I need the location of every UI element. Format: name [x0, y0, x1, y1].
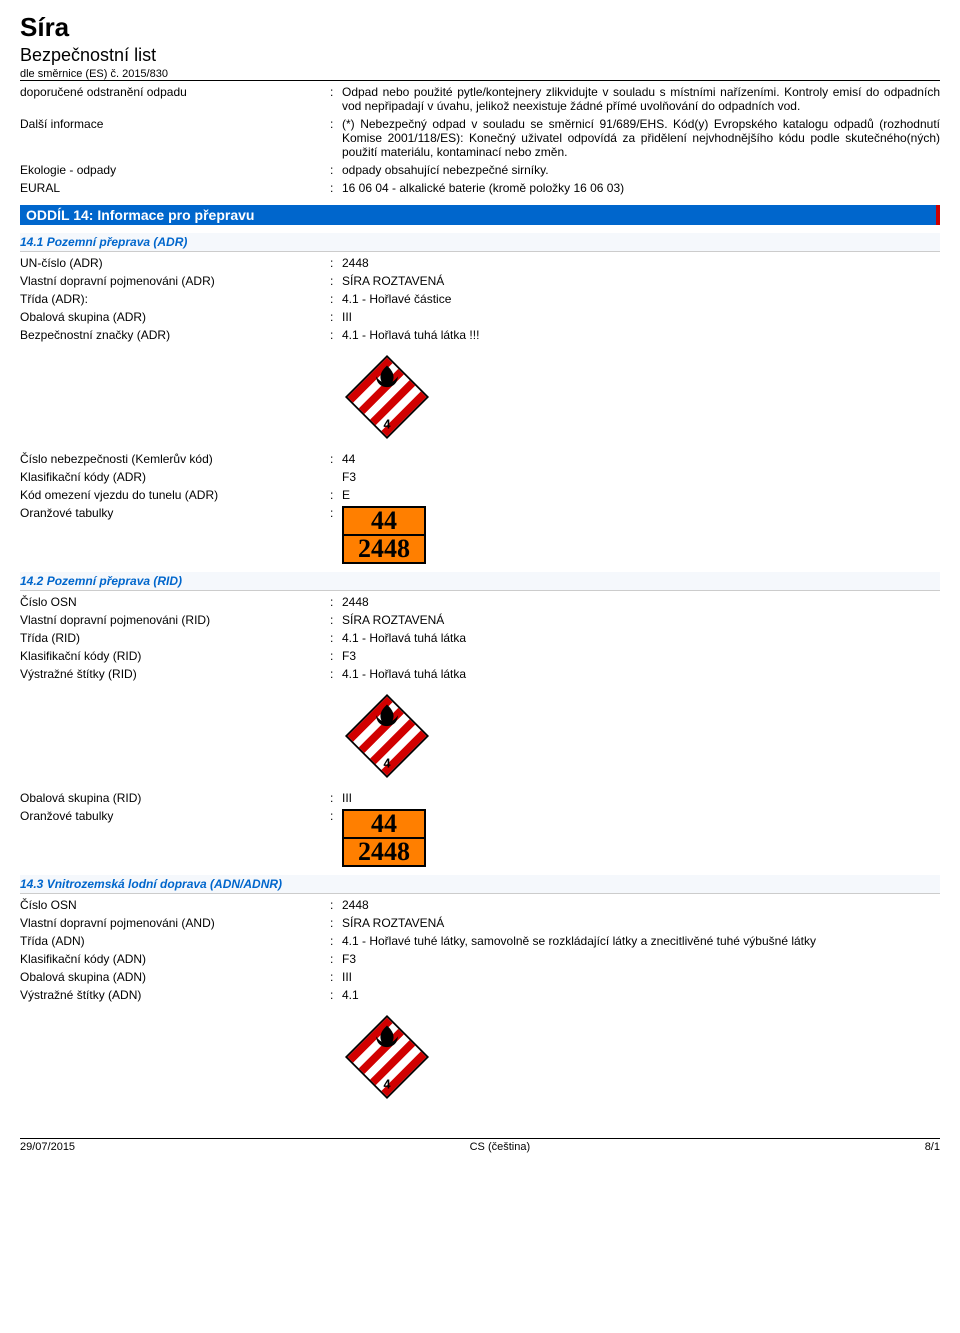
- kv-row: doporučené odstranění odpadu:Odpad nebo …: [20, 85, 940, 113]
- kv-value: 16 06 04 - alkalické baterie (kromě polo…: [342, 181, 940, 195]
- kv-value: 4.1 - Hořlavé tuhé látky, samovolně se r…: [342, 934, 940, 948]
- kv-label: Výstražné štítky (ADN): [20, 988, 330, 1002]
- kv-value: 2448: [342, 256, 940, 270]
- kv-label: Třída (ADN): [20, 934, 330, 948]
- kv-value: odpady obsahující nebezpečné sirníky.: [342, 163, 940, 177]
- kv-row: Obalová skupina (RID):III: [20, 791, 940, 805]
- page-subtitle: Bezpečnostní list: [20, 45, 940, 66]
- kv-row: Číslo nebezpečnosti (Kemlerův kód):44: [20, 452, 940, 466]
- kv-value: 4.1 - Hořlavá tuhá látka !!!: [342, 328, 940, 342]
- kv-value: 2448: [342, 898, 940, 912]
- footer-date: 29/07/2015: [20, 1141, 75, 1153]
- orange-plate-label-adr: Oranžové tabulky: [20, 506, 330, 520]
- page-footer: 29/07/2015 CS (čeština) 8/1: [20, 1138, 940, 1153]
- kv-value: III: [342, 791, 940, 805]
- kv-value: III: [342, 310, 940, 324]
- disposal-block: doporučené odstranění odpadu:Odpad nebo …: [20, 85, 940, 195]
- kv-value: F3: [342, 952, 940, 966]
- kv-label: Výstražné štítky (RID): [20, 667, 330, 681]
- kv-row: Vlastní dopravní pojmenováni (RID):SÍRA …: [20, 613, 940, 627]
- subsection-14-2: 14.2 Pozemní přeprava (RID): [20, 572, 940, 591]
- svg-text:4: 4: [383, 757, 390, 771]
- kv-label: Obalová skupina (RID): [20, 791, 330, 805]
- kv-row: Číslo OSN:2448: [20, 898, 940, 912]
- regulation-line: dle směrnice (ES) č. 2015/830: [20, 68, 940, 81]
- kv-row: Vlastní dopravní pojmenováni (ADR):SÍRA …: [20, 274, 940, 288]
- svg-text:4: 4: [383, 1078, 390, 1092]
- kv-label: EURAL: [20, 181, 330, 195]
- kv-label: Kód omezení vjezdu do tunelu (ADR): [20, 488, 330, 502]
- kv-row: Třída (ADN):4.1 - Hořlavé tuhé látky, sa…: [20, 934, 940, 948]
- kv-row: Třída (ADR)::4.1 - Hořlavé částice: [20, 292, 940, 306]
- kv-row: Klasifikační kódy (ADN):F3: [20, 952, 940, 966]
- kv-label: UN-číslo (ADR): [20, 256, 330, 270]
- kv-row: Klasifikační kódy (RID):F3: [20, 649, 940, 663]
- kv-label: Vlastní dopravní pojmenováni (ADR): [20, 274, 330, 288]
- kv-value: SÍRA ROZTAVENÁ: [342, 916, 940, 930]
- kv-row: Bezpečnostní značky (ADR):4.1 - Hořlavá …: [20, 328, 940, 342]
- rid-rows2: Obalová skupina (RID):III: [20, 791, 940, 805]
- kv-value: 44: [342, 452, 940, 466]
- kv-row: Výstražné štítky (RID):4.1 - Hořlavá tuh…: [20, 667, 940, 681]
- kv-label: Třída (RID): [20, 631, 330, 645]
- kv-value: III: [342, 970, 940, 984]
- kv-label: Třída (ADR):: [20, 292, 330, 306]
- kv-value: (*) Nebezpečný odpad v souladu se směrni…: [342, 117, 940, 159]
- kv-label: doporučené odstranění odpadu: [20, 85, 330, 99]
- kv-row: Obalová skupina (ADR):III: [20, 310, 940, 324]
- kv-row: Výstražné štítky (ADN):4.1: [20, 988, 940, 1002]
- adn-rows: Číslo OSN:2448 Vlastní dopravní pojmenová…: [20, 898, 940, 1002]
- kv-row: Další informace:(*) Nebezpečný odpad v s…: [20, 117, 940, 159]
- adr-rows2: Číslo nebezpečnosti (Kemlerův kód):44 Kla…: [20, 452, 940, 502]
- kv-label: Číslo nebezpečnosti (Kemlerův kód): [20, 452, 330, 466]
- kv-label: Číslo OSN: [20, 898, 330, 912]
- kv-label: Ekologie - odpady: [20, 163, 330, 177]
- kv-label: Bezpečnostní značky (ADR): [20, 328, 330, 342]
- kv-value: 2448: [342, 595, 940, 609]
- kv-label: Číslo OSN: [20, 595, 330, 609]
- hazard-diamond-rid: 4: [342, 691, 432, 781]
- kv-value: SÍRA ROZTAVENÁ: [342, 613, 940, 627]
- kv-value: 4.1 - Hořlavé částice: [342, 292, 940, 306]
- kv-value: Odpad nebo použité pytle/kontejnery zlik…: [342, 85, 940, 113]
- svg-text:4: 4: [383, 418, 390, 432]
- kv-value: 4.1 - Hořlavá tuhá látka: [342, 667, 940, 681]
- kv-value: SÍRA ROZTAVENÁ: [342, 274, 940, 288]
- kv-label: Klasifikační kódy (ADN): [20, 952, 330, 966]
- orange-plate-adr: 44 2448: [342, 506, 426, 564]
- kv-label: Klasifikační kódy (RID): [20, 649, 330, 663]
- kv-value: F3: [342, 470, 940, 484]
- kv-value: E: [342, 488, 940, 502]
- kv-label: Další informace: [20, 117, 330, 131]
- footer-page: 8/1: [925, 1141, 940, 1153]
- page-title: Síra: [20, 12, 940, 43]
- kv-value: 4.1: [342, 988, 940, 1002]
- kv-row: Vlastní dopravní pojmenováni (AND):SÍRA …: [20, 916, 940, 930]
- kv-row: Obalová skupina (ADN):III: [20, 970, 940, 984]
- rid-rows: Číslo OSN:2448 Vlastní dopravní pojmenová…: [20, 595, 940, 681]
- orange-plate-rid: 44 2448: [342, 809, 426, 867]
- kv-row: UN-číslo (ADR):2448: [20, 256, 940, 270]
- kv-row: Ekologie - odpady:odpady obsahující nebe…: [20, 163, 940, 177]
- kv-row: Třída (RID):4.1 - Hořlavá tuhá látka: [20, 631, 940, 645]
- kv-row: Číslo OSN:2448: [20, 595, 940, 609]
- kv-label: Obalová skupina (ADR): [20, 310, 330, 324]
- kv-row: EURAL:16 06 04 - alkalické baterie (krom…: [20, 181, 940, 195]
- kv-value: 4.1 - Hořlavá tuhá látka: [342, 631, 940, 645]
- kv-row: Klasifikační kódy (ADR) F3: [20, 470, 940, 484]
- kv-label: Obalová skupina (ADN): [20, 970, 330, 984]
- subsection-14-1: 14.1 Pozemní přeprava (ADR): [20, 233, 940, 252]
- kv-label: Vlastní dopravní pojmenováni (AND): [20, 916, 330, 930]
- adr-rows: UN-číslo (ADR):2448 Vlastní dopravní pojm…: [20, 256, 940, 342]
- kv-label: Klasifikační kódy (ADR): [20, 470, 330, 484]
- footer-lang: CS (čeština): [470, 1141, 531, 1153]
- section-14-heading: ODDÍL 14: Informace pro přepravu: [20, 205, 940, 225]
- kv-label: Vlastní dopravní pojmenováni (RID): [20, 613, 330, 627]
- kv-value: F3: [342, 649, 940, 663]
- hazard-diamond-adn: 4: [342, 1012, 432, 1102]
- subsection-14-3: 14.3 Vnitrozemská lodní doprava (ADN/ADN…: [20, 875, 940, 894]
- orange-plate-label-rid: Oranžové tabulky: [20, 809, 330, 823]
- kv-row: Kód omezení vjezdu do tunelu (ADR):E: [20, 488, 940, 502]
- hazard-diamond-adr: 4: [342, 352, 432, 442]
